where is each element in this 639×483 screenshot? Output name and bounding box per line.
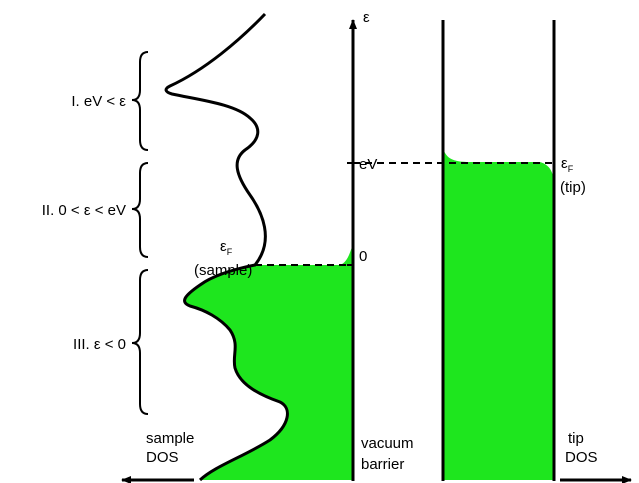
tip-dos-label-line1: tip bbox=[568, 430, 584, 447]
vacuum-barrier-label-line1: vacuum bbox=[361, 435, 414, 452]
region-III-label: III. ε < 0 bbox=[73, 336, 126, 353]
tip-fermi-qualifier: (tip) bbox=[560, 179, 586, 196]
sample-fermi-symbol: εF bbox=[220, 238, 233, 257]
vacuum-barrier-label-line2: barrier bbox=[361, 456, 404, 473]
sample-occupied-states-fill bbox=[184, 265, 353, 480]
sample-dos-label-line2: DOS bbox=[146, 449, 179, 466]
region-I-bracket bbox=[131, 51, 149, 151]
energy-axis-label: ε bbox=[363, 9, 370, 26]
sample-fermi-tail bbox=[340, 244, 353, 265]
region-III-bracket bbox=[131, 269, 149, 415]
region-I-label: I. eV < ε bbox=[71, 93, 126, 110]
tip-fermi-symbol: εF bbox=[561, 155, 574, 174]
sample-fermi-qualifier: (sample) bbox=[194, 262, 252, 279]
tick-eV-label: eV bbox=[359, 156, 377, 173]
sample-dos-curve bbox=[164, 12, 289, 482]
tick-zero-label: 0 bbox=[359, 248, 367, 265]
region-II-bracket bbox=[131, 162, 149, 258]
region-II-label: II. 0 < ε < eV bbox=[42, 202, 126, 219]
tip-occupied-states-fill bbox=[443, 148, 554, 480]
tip-dos-label-line2: DOS bbox=[565, 449, 598, 466]
sample-dos-label-line1: sample bbox=[146, 430, 194, 447]
